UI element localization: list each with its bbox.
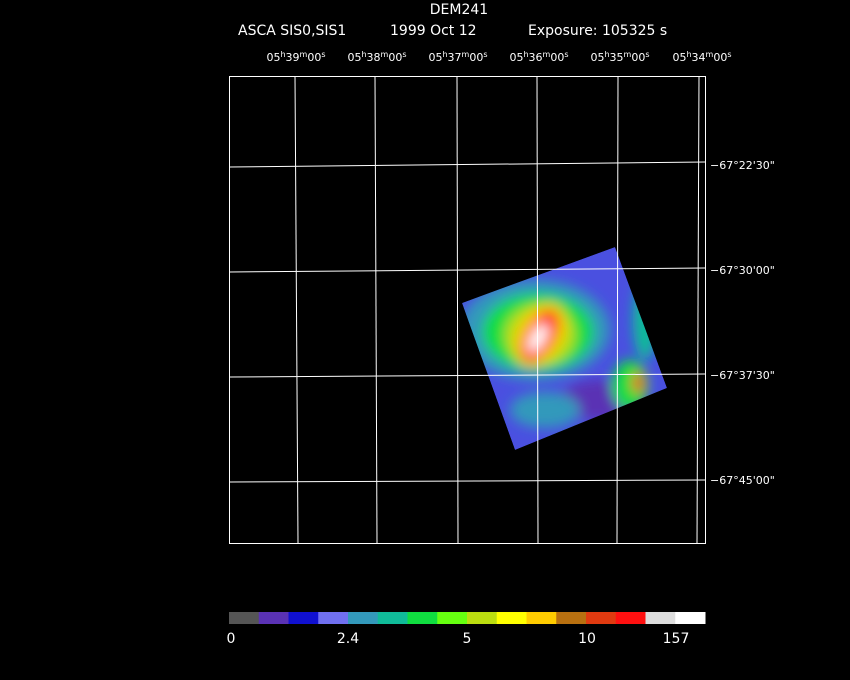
colorbar-label: 10 — [578, 631, 596, 647]
ra-unit: h — [442, 50, 447, 59]
ra-value: 35 — [610, 51, 624, 64]
ra-label: 05h35m00s — [590, 50, 649, 65]
colorbar-segment — [675, 612, 706, 624]
colorbar-label: 0 — [227, 631, 236, 647]
ra-value: 39 — [286, 51, 300, 64]
colorbar-segment — [377, 612, 408, 624]
ra-value: 05 — [672, 51, 686, 64]
colorbar-segment — [437, 612, 468, 624]
ra-value: 05 — [428, 51, 442, 64]
ra-unit: s — [321, 50, 325, 59]
ra-unit: h — [604, 50, 609, 59]
ra-grid-line — [696, 75, 700, 544]
colorbar-segment — [496, 612, 527, 624]
colorbar-segment — [407, 612, 438, 624]
dec-label: −67°45'00" — [710, 474, 775, 487]
frame — [229, 76, 706, 544]
ra-value: 05 — [590, 51, 604, 64]
colorbar-segment — [615, 612, 646, 624]
ra-label: 05h39m00s — [266, 50, 325, 65]
ra-unit: h — [686, 50, 691, 59]
ra-value: 00 — [713, 51, 727, 64]
dec-grid-line — [228, 479, 706, 483]
colorbar-segment — [467, 612, 498, 624]
object-name: DEM241 — [430, 2, 488, 18]
dec-grid-line — [228, 267, 706, 273]
colorbar-segment — [229, 612, 260, 624]
colorbar-segment — [586, 612, 617, 624]
ra-grid-line — [616, 75, 619, 544]
ra-value: 00 — [550, 51, 564, 64]
ra-unit: m — [300, 50, 308, 59]
colorbar-label: 2.4 — [337, 631, 359, 647]
ra-value: 05 — [266, 51, 280, 64]
ra-unit: m — [462, 50, 470, 59]
ra-grid-line — [536, 75, 539, 544]
colorbar-segment — [318, 612, 349, 624]
colorbar-segment — [526, 612, 557, 624]
ra-grid-line — [374, 75, 378, 544]
ra-value: 00 — [469, 51, 483, 64]
ra-value: 00 — [388, 51, 402, 64]
ra-value: 36 — [529, 51, 543, 64]
ra-label: 05h36m00s — [509, 50, 568, 65]
ra-unit: h — [523, 50, 528, 59]
ra-value: 00 — [631, 51, 645, 64]
ra-value: 00 — [307, 51, 321, 64]
ra-value: 05 — [509, 51, 523, 64]
ra-value: 38 — [367, 51, 381, 64]
dec-grid-line — [228, 161, 706, 168]
colorbar-segment — [348, 612, 379, 624]
dec-grid-line — [228, 373, 706, 378]
ra-unit: m — [706, 50, 714, 59]
ra-label: 05h37m00s — [428, 50, 487, 65]
ra-value: 37 — [448, 51, 462, 64]
colorbar-label: 157 — [663, 631, 690, 647]
ra-label: 05h34m00s — [672, 50, 731, 65]
ra-unit: h — [280, 50, 285, 59]
ra-value: 05 — [347, 51, 361, 64]
ra-value: 34 — [692, 51, 706, 64]
image — [462, 247, 667, 450]
date: 1999 Oct 12 — [390, 23, 477, 39]
colorbar-segment — [258, 612, 289, 624]
ra-label: 05h38m00s — [347, 50, 406, 65]
dec-label: −67°30'00" — [710, 264, 775, 277]
colorbar-label: 5 — [463, 631, 472, 647]
ra-unit: m — [543, 50, 551, 59]
colorbar-segment — [556, 612, 587, 624]
ra-grid-line — [294, 75, 299, 544]
instrument: ASCA SIS0,SIS1 — [238, 23, 346, 39]
dec-label: −67°22'30" — [710, 159, 775, 172]
colorbar-segment — [288, 612, 319, 624]
ra-unit: s — [564, 50, 568, 59]
ra-unit: s — [727, 50, 731, 59]
exposure: Exposure: 105325 s — [528, 23, 667, 39]
ra-grid-line — [456, 75, 459, 544]
ra-unit: m — [381, 50, 389, 59]
dec-label: −67°37'30" — [710, 369, 775, 382]
ra-unit: s — [645, 50, 649, 59]
ra-unit: s — [483, 50, 487, 59]
grid — [228, 75, 706, 544]
ra-unit: s — [402, 50, 406, 59]
ra-unit: h — [361, 50, 366, 59]
ra-unit: m — [624, 50, 632, 59]
colorbar-segment — [645, 612, 676, 624]
